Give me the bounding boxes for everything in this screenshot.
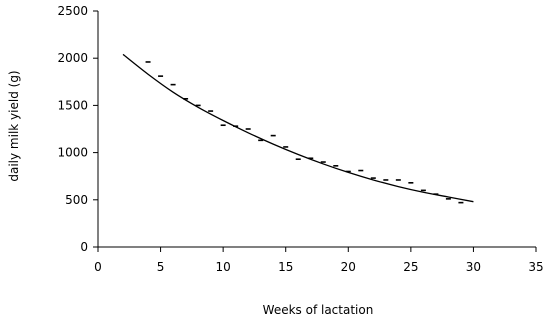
- x-tick-label: 25: [403, 260, 418, 274]
- x-tick-label: 15: [278, 260, 293, 274]
- data-points-layer: [145, 61, 464, 204]
- axes: 0 500 1000 1500 2000 2500 0 5 10 15 20 25 30 35: [57, 4, 543, 274]
- y-axis-label: daily milk yield (g): [7, 70, 21, 181]
- y-tick-label: 2500: [57, 4, 88, 18]
- x-tick-label: 20: [341, 260, 356, 274]
- y-tick-label: 500: [65, 193, 88, 207]
- y-tick-label: 1500: [57, 98, 88, 112]
- y-tick-label: 1000: [57, 146, 88, 160]
- x-tick-label: 0: [94, 260, 102, 274]
- x-tick-label: 35: [528, 260, 543, 274]
- x-tick-label: 10: [216, 260, 231, 274]
- x-tick-label: 30: [466, 260, 481, 274]
- fitted-curve: [122, 53, 474, 203]
- x-axis-label: Weeks of lactation: [263, 303, 374, 317]
- y-tick-label: 0: [80, 240, 88, 254]
- fitted-curve-layer: [122, 53, 474, 203]
- x-tick-label: 5: [157, 260, 165, 274]
- y-tick-label: 2000: [57, 51, 88, 65]
